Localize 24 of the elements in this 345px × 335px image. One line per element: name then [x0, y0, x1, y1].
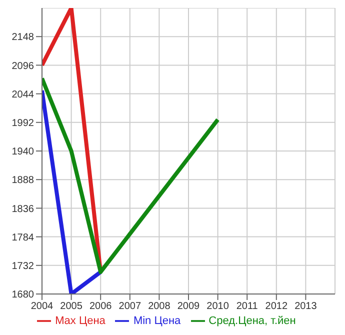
y-tick-label: 1732: [12, 260, 34, 272]
legend-label: Сред.Цена, т.йен: [208, 314, 296, 327]
x-tick-label: 2005: [60, 301, 83, 312]
x-tick-label: 2007: [118, 301, 142, 312]
y-tick-label: 1784: [12, 232, 34, 244]
x-tick-label: 2006: [89, 301, 112, 312]
x-tick-label: 2004: [30, 301, 54, 312]
legend-label: Min Цена: [133, 314, 181, 327]
line-series: [42, 76, 220, 274]
y-tick-label: 2148: [12, 32, 34, 44]
legend-label: Max Цена: [55, 314, 106, 327]
y-tick-label: 1836: [12, 204, 34, 215]
y-tick-label: 1888: [12, 175, 34, 186]
y-tick-label: 2096: [12, 60, 34, 72]
y-tick-label: 2044: [12, 89, 34, 100]
x-tick-label: 2008: [148, 301, 171, 312]
x-tick-label: 2009: [177, 301, 200, 312]
x-tick-label: 2013: [294, 301, 318, 312]
y-tick-label: 1940: [12, 146, 34, 158]
x-tick-label: 2011: [236, 301, 258, 312]
x-tick-label: 2012: [265, 301, 288, 312]
y-tick-label: 1992: [12, 118, 34, 129]
y-tick-label: 1680: [12, 290, 34, 301]
x-tick-label: 2010: [206, 301, 230, 312]
